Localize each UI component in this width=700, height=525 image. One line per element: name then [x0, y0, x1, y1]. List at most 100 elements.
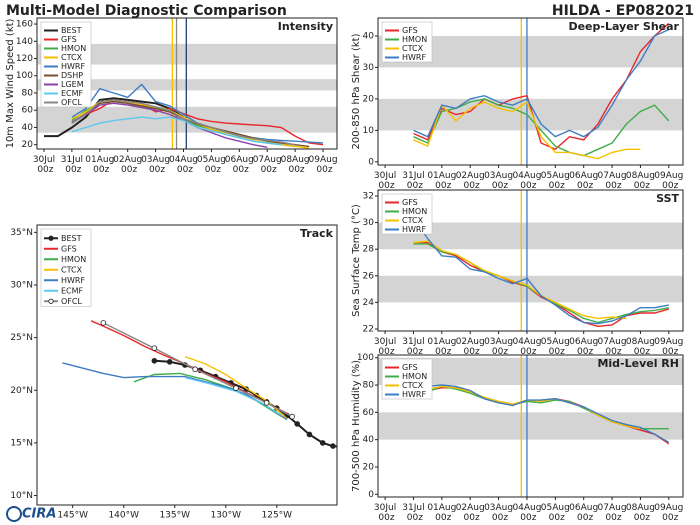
panel-title: Mid-Level RH — [597, 357, 679, 370]
plot-frame — [377, 354, 684, 498]
legend-label: HWRF — [402, 225, 426, 234]
x-tick-label: 06Aug 00z — [569, 503, 598, 523]
x-tick-label: 31Jul 00z — [402, 503, 424, 523]
y-tick-label: 22 — [363, 325, 374, 335]
x-tick-label: 06Aug 00z — [225, 155, 254, 175]
x-tick-label: 135°W — [159, 511, 190, 521]
track-point — [151, 345, 158, 351]
y-tick-label: 40 — [363, 31, 375, 41]
y-tick-label: 30 — [363, 218, 375, 228]
x-tick-label: 05Aug 00z — [541, 337, 570, 357]
x-tick-label: 04Aug 00z — [512, 337, 541, 357]
legend-label: CTCX — [61, 265, 83, 274]
storm-id: HILDA - EP082021 — [552, 3, 694, 19]
series-line — [413, 384, 670, 444]
x-tick-label: 05Aug 00z — [541, 171, 570, 191]
x-tick-label: 09Aug 00z — [309, 155, 338, 175]
series-line — [62, 362, 288, 421]
y-tick-label: 120 — [16, 54, 33, 64]
series-line — [413, 28, 670, 138]
x-tick-label: 07Aug 00z — [253, 155, 282, 175]
x-tick-label: 31Jul 00z — [61, 155, 83, 175]
x-tick-label: 03Aug 00z — [141, 155, 170, 175]
series-line — [44, 97, 185, 138]
legend-label: BEST — [61, 234, 82, 243]
x-tick-label: 01Aug 00z — [427, 171, 456, 191]
y-tick-label: 24 — [363, 298, 375, 308]
legend-label: OFCL — [61, 297, 82, 306]
y-tick-label: 80 — [22, 88, 34, 98]
track-point — [330, 443, 336, 449]
x-tick-label: 04Aug 00z — [512, 171, 541, 191]
x-tick-label: 01Aug 00z — [427, 337, 456, 357]
plot-frame — [36, 224, 338, 506]
series-line — [413, 100, 641, 160]
x-tick-label: 125°W — [262, 511, 293, 521]
x-tick-label: 08Aug 00z — [626, 337, 655, 357]
y-tick-label: 40 — [22, 123, 34, 133]
y-axis-label: Sea Surface Temp (°C) — [351, 204, 362, 317]
x-tick-label: 30Jul 00z — [374, 171, 396, 191]
x-tick-label: 06Aug 00z — [569, 171, 598, 191]
y-tick-label: 10 — [363, 126, 375, 136]
y-axis-label: 700-500 hPa Humidity (%) — [351, 360, 362, 492]
x-tick-label: 07Aug 00z — [598, 171, 627, 191]
legend-label: ECMF — [61, 89, 84, 98]
legend-label: HWRF — [61, 276, 85, 285]
legend-label: GFS — [402, 363, 418, 372]
x-tick-label: 09Aug 00z — [654, 337, 683, 357]
legend-marker — [48, 298, 54, 304]
legend-label: OFCL — [61, 98, 82, 107]
x-tick-label: 02Aug 00z — [456, 337, 485, 357]
series-line — [412, 218, 669, 325]
y-tick-label: 160 — [16, 20, 33, 30]
x-tick-label: 02Aug 00z — [456, 171, 485, 191]
panel-title: Deep-Layer Shear — [568, 20, 679, 33]
x-tick-label: 08Aug 00z — [281, 155, 310, 175]
legend-label: BEST — [61, 26, 82, 35]
series-line — [71, 116, 282, 146]
track-point — [294, 421, 301, 427]
legend-marker — [48, 235, 54, 241]
track-point — [166, 359, 173, 365]
track-point — [289, 413, 295, 420]
y-tick-label: 10°N — [10, 491, 33, 501]
track-point — [319, 440, 326, 446]
series-line — [184, 376, 283, 417]
legend-label: HMON — [61, 255, 86, 264]
panel-title: Intensity — [278, 20, 333, 33]
legend-label: ECMF — [61, 286, 84, 295]
x-tick-label: 30Jul 00z — [374, 337, 396, 357]
track-point — [100, 320, 107, 326]
legend-label: HMON — [402, 207, 427, 216]
shaded-band — [37, 79, 337, 91]
y-tick-label: 0 — [368, 157, 374, 167]
panel-title: SST — [656, 192, 679, 205]
legend-label: HMON — [402, 35, 427, 44]
legend-label: CTCX — [61, 53, 83, 62]
x-tick-label: 31Jul 00z — [402, 337, 424, 357]
x-tick-label: 30Jul 00z — [374, 503, 396, 523]
main-title: Multi-Model Diagnostic Comparison — [6, 3, 287, 19]
y-tick-label: 35°N — [10, 228, 33, 238]
y-axis-label: 10m Max Wind Speed (kt) — [5, 18, 16, 148]
plot-frame — [377, 17, 684, 166]
legend-label: HMON — [61, 44, 86, 53]
legend-label: GFS — [402, 198, 418, 207]
y-tick-label: 32 — [363, 191, 374, 201]
logo-text: CIRA — [22, 507, 56, 522]
legend-label: GFS — [61, 244, 77, 253]
y-tick-label: 20 — [363, 94, 375, 104]
plot-frame — [36, 17, 338, 150]
plot-area — [37, 18, 337, 149]
y-tick-label: 60 — [363, 408, 375, 418]
track-point — [306, 431, 313, 438]
legend-box — [40, 228, 92, 307]
series-line — [102, 322, 293, 418]
series-line — [71, 102, 268, 148]
x-tick-label: 08Aug 00z — [626, 171, 655, 191]
track-point — [263, 400, 270, 406]
y-tick-label: 20 — [22, 140, 34, 150]
y-axis-label: 200-850 hPa Shear (kt) — [351, 33, 362, 149]
track-point — [151, 357, 158, 364]
